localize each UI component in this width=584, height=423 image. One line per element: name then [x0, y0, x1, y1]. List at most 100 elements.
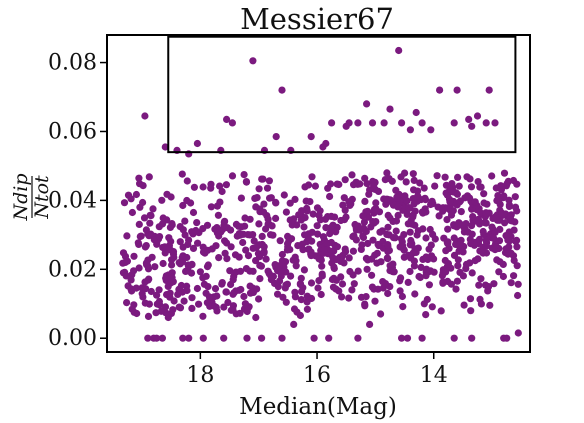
data-point	[267, 231, 275, 239]
data-point	[449, 188, 457, 196]
data-point	[497, 182, 505, 190]
data-point	[123, 232, 131, 240]
data-point	[422, 311, 430, 319]
data-point	[495, 237, 504, 245]
data-point	[396, 277, 404, 285]
data-point	[405, 204, 413, 212]
data-point	[322, 224, 330, 232]
data-point	[345, 119, 353, 127]
data-point	[252, 313, 260, 322]
data-point	[260, 200, 268, 208]
data-point	[135, 220, 143, 228]
data-point	[179, 201, 187, 210]
data-point	[480, 190, 488, 198]
data-point	[402, 178, 410, 186]
data-point	[330, 264, 338, 273]
data-point	[237, 223, 245, 231]
data-point	[298, 288, 306, 296]
data-point	[292, 262, 300, 270]
data-point	[276, 267, 284, 275]
x-tick-label: 16	[303, 363, 331, 388]
data-point	[185, 334, 193, 342]
plot-frame	[106, 34, 531, 353]
data-point	[137, 232, 145, 240]
data-point	[193, 284, 201, 293]
data-point	[380, 119, 388, 127]
data-point	[410, 200, 418, 208]
data-point	[228, 172, 237, 180]
data-point	[422, 234, 430, 242]
data-point	[256, 275, 264, 283]
data-point	[350, 181, 358, 189]
data-point	[278, 86, 286, 94]
data-point	[294, 242, 302, 250]
data-point	[255, 185, 263, 193]
data-point	[190, 183, 198, 191]
data-point	[505, 243, 513, 251]
data-point	[339, 201, 347, 209]
y-tick-label: 0.06	[48, 119, 97, 144]
data-point	[393, 194, 401, 202]
data-point	[471, 198, 479, 206]
data-point	[276, 237, 284, 245]
data-point	[181, 217, 189, 225]
data-point	[422, 272, 430, 280]
data-point	[183, 196, 191, 205]
data-point	[469, 213, 477, 221]
data-point	[505, 202, 513, 210]
data-point	[204, 283, 212, 291]
data-point	[328, 247, 336, 255]
data-point	[264, 215, 272, 223]
data-point	[320, 246, 328, 254]
data-point	[397, 235, 405, 243]
data-point	[145, 173, 153, 181]
data-point	[218, 279, 226, 287]
data-point	[307, 279, 316, 287]
data-point	[411, 207, 419, 215]
data-point	[395, 46, 403, 55]
data-point	[477, 275, 485, 283]
data-point	[412, 248, 420, 256]
data-point	[418, 119, 426, 127]
data-point	[272, 214, 280, 222]
data-point	[514, 280, 522, 288]
data-point	[475, 281, 483, 289]
data-point	[364, 239, 372, 248]
data-point	[218, 187, 226, 196]
data-point	[467, 307, 475, 315]
data-point	[280, 191, 288, 199]
data-point	[308, 173, 316, 181]
data-point	[308, 228, 316, 236]
data-point	[514, 291, 522, 300]
data-point	[185, 236, 193, 244]
data-point	[423, 295, 431, 304]
data-point	[132, 190, 140, 199]
data-point	[127, 276, 135, 284]
data-point	[297, 216, 305, 224]
data-point	[314, 284, 322, 292]
data-point	[500, 169, 509, 177]
data-point	[221, 217, 229, 225]
data-point	[499, 272, 507, 281]
data-point	[164, 282, 172, 290]
data-point	[183, 177, 191, 185]
x-axis-ticks: 18 16 14	[186, 352, 448, 388]
data-point	[255, 220, 263, 228]
data-point	[354, 267, 362, 275]
data-point	[194, 239, 202, 247]
data-point	[289, 216, 297, 224]
data-point	[346, 267, 354, 276]
data-point	[389, 268, 397, 276]
data-point	[420, 184, 428, 192]
data-point	[176, 260, 184, 268]
data-point	[337, 216, 345, 225]
data-point	[183, 286, 191, 295]
data-point	[386, 105, 394, 113]
data-point	[491, 228, 499, 237]
data-point	[454, 173, 462, 181]
data-point	[450, 334, 458, 342]
data-point	[289, 256, 297, 264]
data-point	[441, 173, 449, 181]
y-axis-ticks: 0.00 0.02 0.04 0.06 0.08	[48, 51, 107, 351]
data-point	[155, 297, 163, 306]
